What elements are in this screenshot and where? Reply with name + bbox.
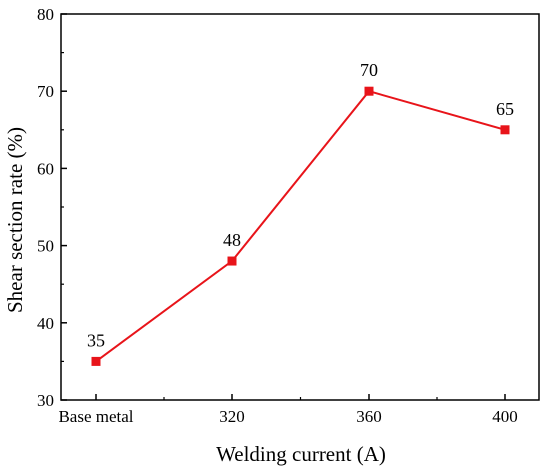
plot-area: 30 40 50 60 70 80 Base metal 320 360 400 35 48 70 65 — [37, 5, 540, 426]
y-tick-label-60: 60 — [37, 159, 54, 178]
data-point-1 — [227, 256, 237, 266]
data-label-3: 65 — [496, 99, 514, 119]
y-tick-label-50: 50 — [37, 237, 54, 256]
data-point-3 — [500, 125, 510, 135]
y-tick-label-80: 80 — [37, 5, 54, 24]
y-tick-label-30: 30 — [37, 391, 54, 410]
plot-frame — [60, 13, 540, 401]
y-tick-label-40: 40 — [37, 314, 54, 333]
x-tick-label-2: 360 — [356, 407, 382, 426]
x-axis-title: Welding current (A) — [216, 442, 386, 466]
data-point-2 — [364, 86, 374, 96]
y-tick-label-70: 70 — [37, 82, 54, 101]
series-line — [95, 90, 506, 363]
x-tick-label-1: 320 — [219, 407, 245, 426]
x-tick-label-3: 400 — [492, 407, 518, 426]
x-tick-label-0: Base metal — [58, 407, 133, 426]
y-axis-title: Shear section rate (%) — [3, 127, 27, 313]
data-label-0: 35 — [87, 330, 105, 350]
data-label-2: 70 — [360, 60, 378, 80]
data-point-0 — [91, 356, 101, 366]
data-label-1: 48 — [223, 230, 241, 250]
